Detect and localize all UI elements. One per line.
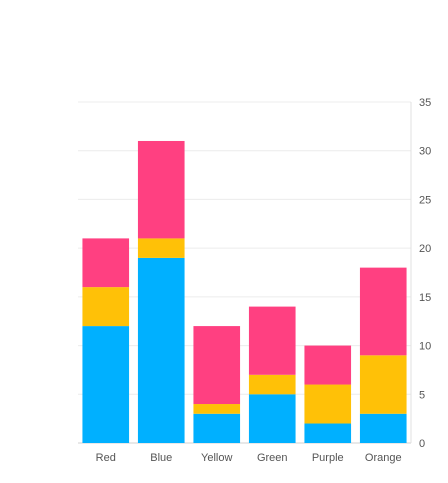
bar-segment: [248, 306, 296, 375]
y-tick-label: 0: [419, 438, 425, 450]
bar-segment: [193, 326, 241, 405]
x-tick-label: Blue: [150, 452, 172, 464]
bar-segment: [359, 267, 407, 356]
y-tick-label: 25: [419, 194, 431, 206]
bar-segment: [82, 287, 130, 327]
bar-segment: [193, 404, 241, 414]
bar-segment: [137, 140, 185, 239]
bar-segment: [82, 238, 130, 288]
bar-segment: [137, 238, 185, 258]
bar-segment: [137, 257, 185, 443]
x-tick-label: Orange: [365, 452, 402, 464]
y-tick-label: 20: [419, 243, 431, 255]
x-tick-label: Green: [257, 452, 288, 464]
bar-segment: [359, 355, 407, 414]
y-tick-label: 30: [419, 146, 431, 158]
y-tick-label: 35: [419, 97, 431, 109]
y-tick-label: 5: [419, 389, 425, 401]
x-tick-label: Purple: [312, 452, 344, 464]
bar-segment: [304, 345, 352, 385]
bar-segment: [304, 423, 352, 443]
bars: [82, 140, 407, 443]
bar-segment: [304, 384, 352, 424]
bar-segment: [248, 394, 296, 443]
bar-segment: [82, 326, 130, 443]
y-tick-label: 15: [419, 292, 431, 304]
y-tick-label: 10: [419, 341, 431, 353]
bar-segment: [248, 374, 296, 395]
x-tick-label: Yellow: [201, 452, 232, 464]
bar-segment: [193, 413, 241, 443]
bar-segment: [359, 413, 407, 443]
axes: 0 5 10 15 20 25 30 35 Red Blue Yellow Green Purple Or…: [96, 97, 432, 464]
gridlines: [78, 101, 411, 444]
x-tick-label: Red: [96, 452, 116, 464]
